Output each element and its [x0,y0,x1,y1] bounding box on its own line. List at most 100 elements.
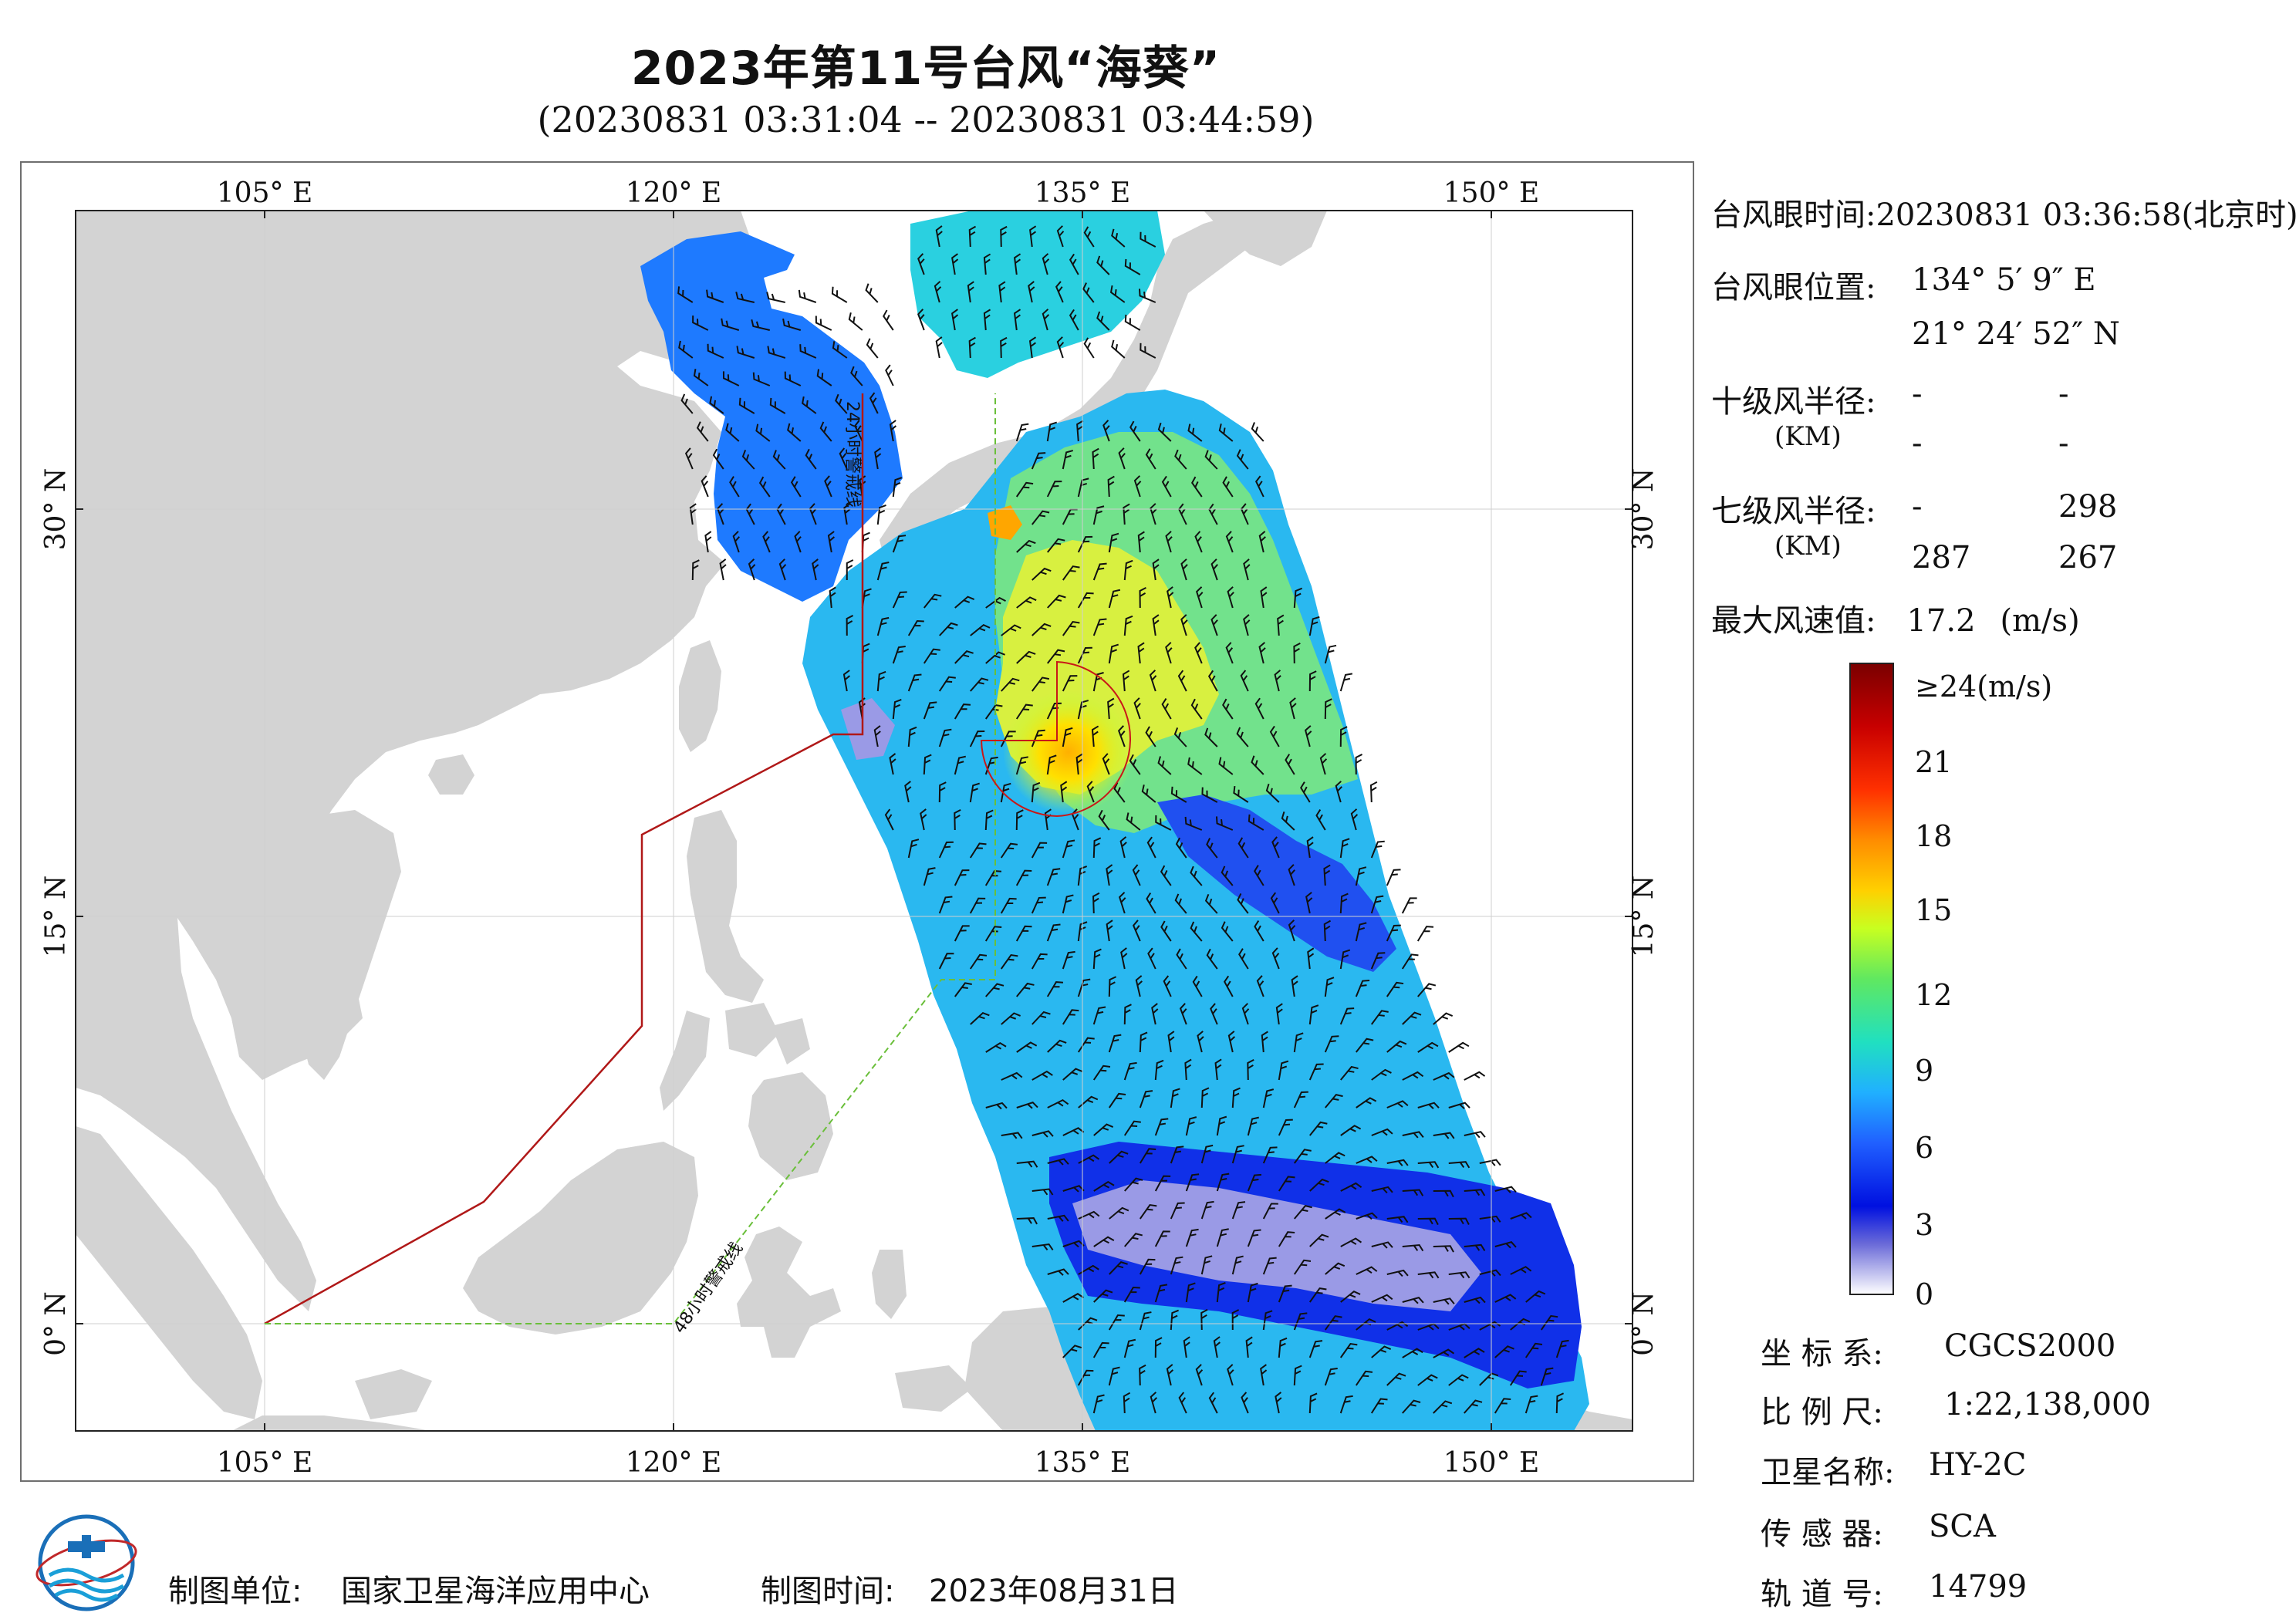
wind-barb [1096,255,1110,275]
swath-north-b [910,211,1165,378]
wind-barb [778,558,787,581]
wind-barb [1139,1031,1148,1053]
wind-barb [1218,757,1234,775]
crs-label: 坐 标 系: [1761,1336,1883,1372]
wind-barb [1237,893,1249,914]
wind-barb [1042,309,1050,331]
wind-barb [1154,1118,1169,1136]
wind-barb [1000,225,1008,248]
wind-barb [1339,1342,1358,1358]
wind-barb [1109,1150,1129,1164]
wind-barb [1339,838,1350,859]
wind-barb [709,396,724,414]
wind-barb [1305,892,1313,914]
wind-barb [1371,1128,1393,1136]
wind-barb [1339,726,1348,747]
wind-barb [1184,816,1203,831]
wind-barb [1417,1374,1438,1386]
wind-barb [968,336,976,359]
wind-barb [1204,727,1218,747]
land-sumatra [76,1126,262,1419]
wind-barb [1293,1149,1312,1164]
wind-barb [935,336,943,359]
wind-barb [1015,925,1032,942]
satellite-label: 卫星名称: [1761,1455,1895,1490]
wind-barb [1386,924,1401,942]
wind-barb [938,896,953,914]
wind-barb [1340,1237,1362,1247]
wind-barb [1032,1243,1054,1250]
wind-barb [954,869,970,886]
wind-barb [1031,510,1050,525]
wind-barb [1160,865,1172,886]
wind-barb [1192,975,1203,997]
wind-barb [1170,786,1187,803]
wind-barb [1262,1088,1275,1108]
wind-barb [1265,783,1280,803]
wind-barb [1308,1392,1318,1414]
wind-barb [1433,1071,1455,1081]
wind-barb [1417,1271,1440,1279]
wind-barb [1247,1058,1254,1081]
wind-barb [1241,1392,1249,1414]
wind-barb [923,701,937,720]
wind-barb [1308,616,1320,636]
map-time-value: 2023年08月31日 [929,1574,1179,1609]
wind-barb [1139,587,1146,609]
wind-barb [1106,919,1113,942]
wind-barb [1340,1125,1362,1136]
wind-barb [784,371,802,386]
wind-barb [1062,1009,1079,1025]
wind-barb [1401,897,1417,914]
wind-barb [1124,258,1141,275]
wind-barb [1245,1336,1253,1358]
wind-barb [884,808,894,831]
wind-barb [1262,1310,1273,1331]
wind-barb [1147,947,1156,970]
wind-barb [1214,1058,1222,1081]
wind-barb [1000,842,1018,859]
wind-barb [1294,1205,1312,1220]
wind-barb [1371,1294,1393,1303]
wind-barb [1092,948,1102,970]
wind-barb [1154,1230,1170,1247]
wind-barb [1339,673,1353,692]
nsoas-logo-icon [35,1514,137,1611]
wind-barb [1177,670,1187,692]
wind-barb [1386,1372,1406,1386]
wind-barb [1165,531,1173,553]
wind-barb [1124,314,1141,331]
wind-barb [1069,309,1079,331]
wind-barb [1175,837,1187,859]
wind-barb [717,503,724,525]
wind-barb [1339,949,1351,970]
wind-barb [1340,1291,1361,1303]
wind-barb [1448,1374,1469,1386]
max-wind-row: 最大风速值: 17.2 (m/s) [1711,596,2080,640]
wind-barb [1154,1284,1168,1303]
wind-barb [1154,1175,1171,1192]
orbit-label: 轨 道 号: [1761,1577,1883,1612]
wind-barb [1278,1284,1292,1303]
wind-barb [1146,836,1156,859]
wind-barb [824,475,832,498]
wind-barb [1013,309,1021,331]
wind-barb [1402,1348,1423,1358]
wind-barb [967,281,974,303]
wind-barb [1077,1037,1095,1053]
wind-barb [1178,1392,1187,1414]
colorbar-label-9: 9 [1915,1054,1934,1088]
sensor-value: SCA [1929,1509,1996,1544]
wind-barb [1123,503,1130,525]
wind-barb [1133,697,1141,720]
wind-barb [1122,670,1130,692]
wind-barb [1309,1233,1329,1247]
wind-barb [1154,1337,1163,1358]
wind-barb [1185,1116,1197,1136]
r10-value-2: - [2058,376,2069,412]
wind-barb [1233,785,1249,803]
wind-barb [1157,422,1172,442]
r7-value-4: 267 [2058,540,2118,575]
wind-barb [1000,953,1018,970]
